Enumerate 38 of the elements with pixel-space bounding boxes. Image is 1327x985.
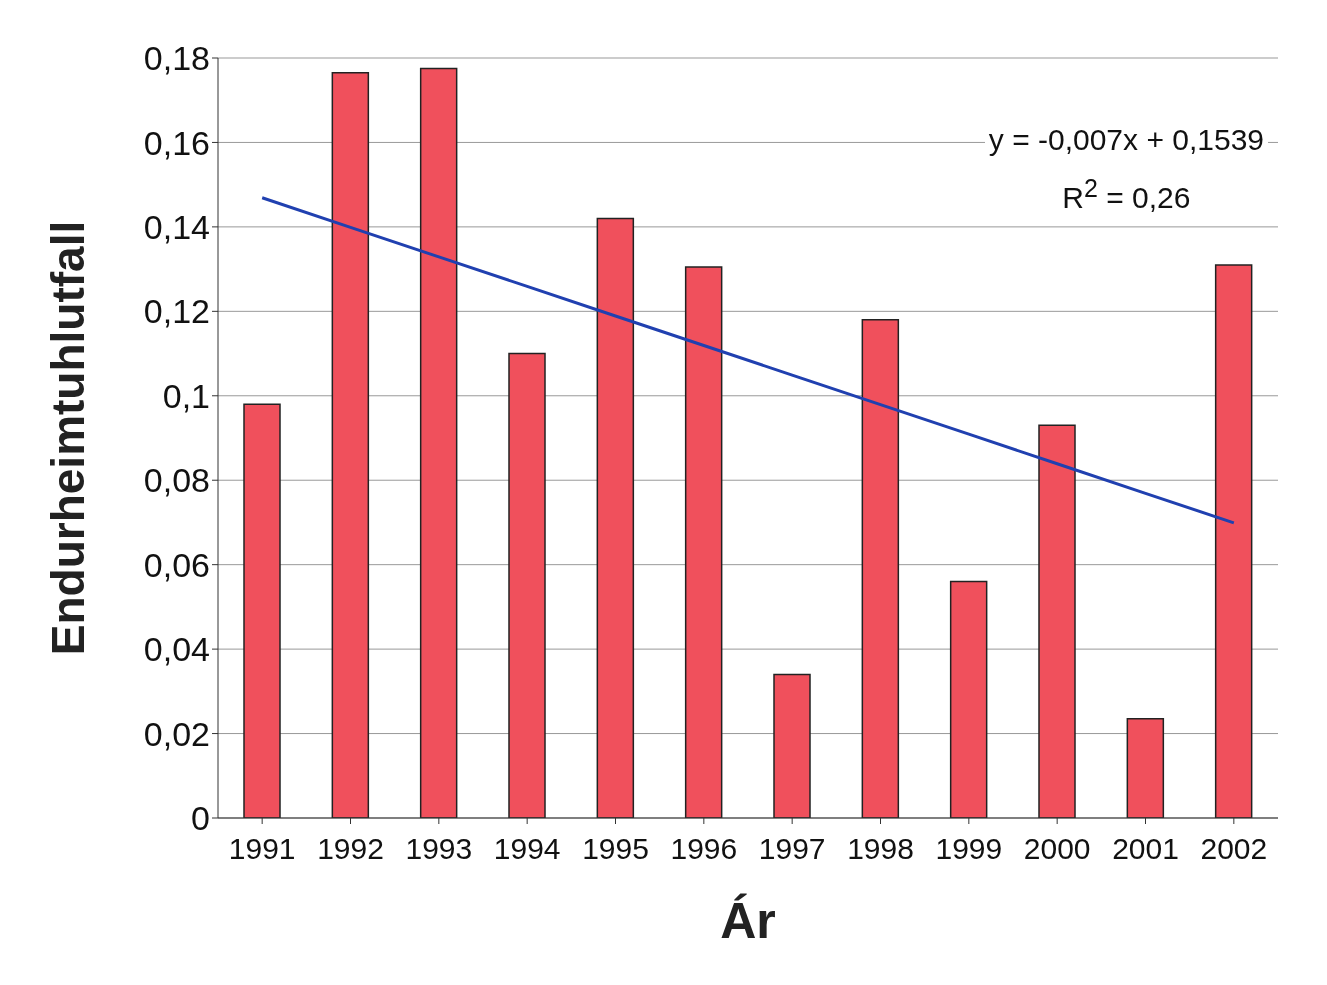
x-tick-label: 1997 (758, 832, 826, 866)
bar (684, 266, 723, 818)
bar (1038, 424, 1076, 818)
bar (331, 72, 370, 818)
y-axis-title: Endurheimtuhlutfall (42, 220, 95, 656)
bar (861, 319, 900, 818)
x-tick-label: 1996 (670, 832, 738, 866)
bar (949, 580, 988, 818)
bar (243, 403, 281, 818)
y-tick-label: 0,1 (162, 376, 210, 415)
bar (596, 217, 635, 818)
y-tick-label: 0,06 (143, 545, 210, 584)
annotation: y = -0,007x + 0,1539 (988, 122, 1264, 158)
bar (508, 352, 546, 818)
y-tick-label: 0,02 (143, 714, 210, 753)
x-tick-label: 1991 (228, 832, 296, 866)
bar (773, 673, 811, 818)
x-axis-title: Ár (720, 893, 776, 949)
x-tick-label: 2001 (1112, 832, 1179, 866)
y-tick-label: 0,14 (143, 207, 210, 246)
y-tick-label: 0,16 (143, 123, 210, 162)
x-tick-label: 1994 (493, 832, 561, 866)
y-tick-label: 0,12 (143, 292, 210, 331)
bar (1126, 718, 1165, 818)
x-tick-label: 1992 (317, 832, 384, 866)
bar (1214, 264, 1253, 818)
y-tick-label: 0,18 (143, 39, 210, 78)
x-tick-label: 1995 (582, 832, 649, 866)
x-tick-label: 1999 (935, 832, 1003, 866)
bar (419, 67, 458, 818)
y-tick-label: 0,08 (143, 461, 210, 500)
y-tick-label: 0,04 (143, 630, 210, 669)
x-tick-label: 2002 (1200, 832, 1268, 866)
x-tick-label: 2000 (1023, 832, 1091, 866)
annotation: R$^{2}$ = 0,26 (1061, 173, 1192, 216)
x-tick-label: 1998 (847, 832, 914, 866)
y-tick-label: 0 (191, 799, 210, 838)
x-tick-label: 1993 (405, 832, 473, 866)
